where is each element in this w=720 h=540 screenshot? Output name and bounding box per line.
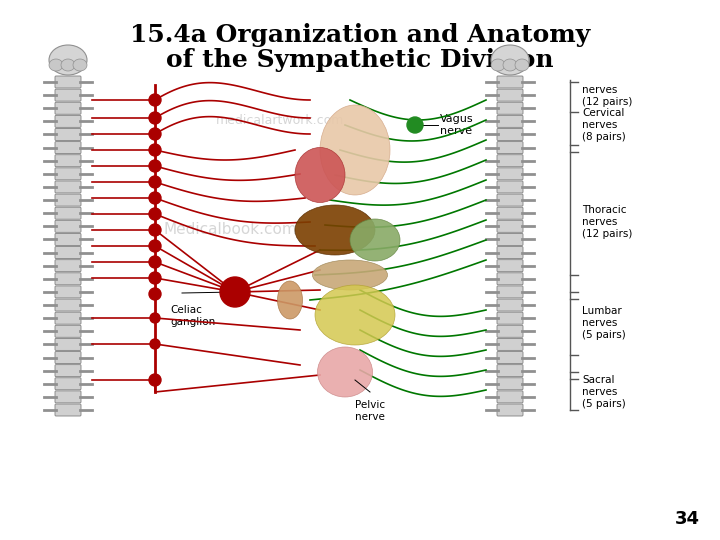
FancyBboxPatch shape: [497, 155, 523, 167]
FancyBboxPatch shape: [497, 273, 523, 285]
Circle shape: [149, 94, 161, 106]
FancyBboxPatch shape: [497, 404, 523, 416]
FancyBboxPatch shape: [497, 102, 523, 114]
FancyBboxPatch shape: [497, 378, 523, 390]
Ellipse shape: [277, 281, 302, 319]
Circle shape: [149, 160, 161, 172]
FancyBboxPatch shape: [55, 168, 81, 180]
FancyBboxPatch shape: [55, 116, 81, 127]
FancyBboxPatch shape: [497, 116, 523, 127]
FancyBboxPatch shape: [55, 194, 81, 206]
Ellipse shape: [515, 59, 529, 71]
FancyBboxPatch shape: [55, 181, 81, 193]
Circle shape: [149, 176, 161, 188]
FancyBboxPatch shape: [497, 194, 523, 206]
Ellipse shape: [491, 59, 505, 71]
FancyBboxPatch shape: [55, 247, 81, 259]
FancyBboxPatch shape: [55, 378, 81, 390]
FancyBboxPatch shape: [497, 76, 523, 88]
FancyBboxPatch shape: [497, 299, 523, 311]
Circle shape: [150, 313, 160, 323]
Circle shape: [149, 192, 161, 204]
Ellipse shape: [320, 105, 390, 195]
Circle shape: [150, 339, 160, 349]
FancyBboxPatch shape: [497, 391, 523, 403]
FancyBboxPatch shape: [497, 339, 523, 350]
Text: Vagus
nerve: Vagus nerve: [440, 114, 474, 136]
Ellipse shape: [315, 285, 395, 345]
Ellipse shape: [49, 45, 87, 75]
FancyBboxPatch shape: [55, 364, 81, 376]
FancyBboxPatch shape: [55, 312, 81, 324]
FancyBboxPatch shape: [55, 141, 81, 153]
FancyBboxPatch shape: [55, 325, 81, 338]
FancyBboxPatch shape: [55, 352, 81, 363]
Ellipse shape: [491, 45, 529, 75]
FancyBboxPatch shape: [55, 286, 81, 298]
Ellipse shape: [350, 219, 400, 261]
Text: Celiac
ganglion: Celiac ganglion: [170, 305, 215, 327]
Text: nerves
(12 pairs): nerves (12 pairs): [582, 85, 632, 106]
Text: Sacral
nerves
(5 pairs): Sacral nerves (5 pairs): [582, 375, 626, 409]
FancyBboxPatch shape: [55, 339, 81, 350]
Ellipse shape: [295, 205, 375, 255]
Ellipse shape: [312, 260, 387, 290]
Text: Thoracic
nerves
(12 pairs): Thoracic nerves (12 pairs): [582, 205, 632, 239]
Text: of the Sympathetic Division: of the Sympathetic Division: [166, 48, 554, 72]
Circle shape: [407, 117, 423, 133]
Ellipse shape: [318, 347, 372, 397]
FancyBboxPatch shape: [497, 168, 523, 180]
FancyBboxPatch shape: [497, 364, 523, 376]
Text: Lumbar
nerves
(5 pairs): Lumbar nerves (5 pairs): [582, 306, 626, 340]
FancyBboxPatch shape: [497, 325, 523, 338]
Ellipse shape: [49, 59, 63, 71]
Ellipse shape: [61, 59, 75, 71]
Circle shape: [149, 256, 161, 268]
Ellipse shape: [295, 147, 345, 202]
FancyBboxPatch shape: [55, 129, 81, 140]
Ellipse shape: [503, 59, 517, 71]
Circle shape: [149, 272, 161, 284]
Text: Cervical
nerves
(8 pairs): Cervical nerves (8 pairs): [582, 109, 626, 141]
FancyBboxPatch shape: [55, 404, 81, 416]
FancyBboxPatch shape: [55, 76, 81, 88]
FancyBboxPatch shape: [55, 391, 81, 403]
FancyBboxPatch shape: [497, 352, 523, 363]
Text: 34: 34: [675, 510, 700, 528]
FancyBboxPatch shape: [55, 273, 81, 285]
Circle shape: [149, 240, 161, 252]
FancyBboxPatch shape: [55, 89, 81, 101]
Text: Medicalbook.com: Medicalbook.com: [163, 222, 297, 238]
FancyBboxPatch shape: [497, 129, 523, 140]
Circle shape: [149, 288, 161, 300]
FancyBboxPatch shape: [497, 141, 523, 153]
Text: medicalartwork.com: medicalartwork.com: [216, 113, 344, 126]
Circle shape: [149, 128, 161, 140]
Circle shape: [149, 374, 161, 386]
Circle shape: [149, 112, 161, 124]
FancyBboxPatch shape: [497, 233, 523, 246]
FancyBboxPatch shape: [497, 260, 523, 272]
Text: Pelvic
nerve: Pelvic nerve: [355, 400, 385, 422]
Circle shape: [149, 208, 161, 220]
FancyBboxPatch shape: [55, 260, 81, 272]
FancyBboxPatch shape: [55, 220, 81, 232]
Text: 15.4a Organization and Anatomy: 15.4a Organization and Anatomy: [130, 23, 590, 47]
FancyBboxPatch shape: [55, 299, 81, 311]
FancyBboxPatch shape: [497, 220, 523, 232]
FancyBboxPatch shape: [55, 155, 81, 167]
Circle shape: [149, 224, 161, 236]
FancyBboxPatch shape: [497, 181, 523, 193]
FancyBboxPatch shape: [497, 312, 523, 324]
FancyBboxPatch shape: [497, 247, 523, 259]
FancyBboxPatch shape: [497, 207, 523, 219]
FancyBboxPatch shape: [55, 233, 81, 246]
FancyBboxPatch shape: [497, 89, 523, 101]
Circle shape: [220, 277, 250, 307]
FancyBboxPatch shape: [497, 286, 523, 298]
Circle shape: [149, 144, 161, 156]
Ellipse shape: [73, 59, 87, 71]
FancyBboxPatch shape: [55, 102, 81, 114]
FancyBboxPatch shape: [55, 207, 81, 219]
